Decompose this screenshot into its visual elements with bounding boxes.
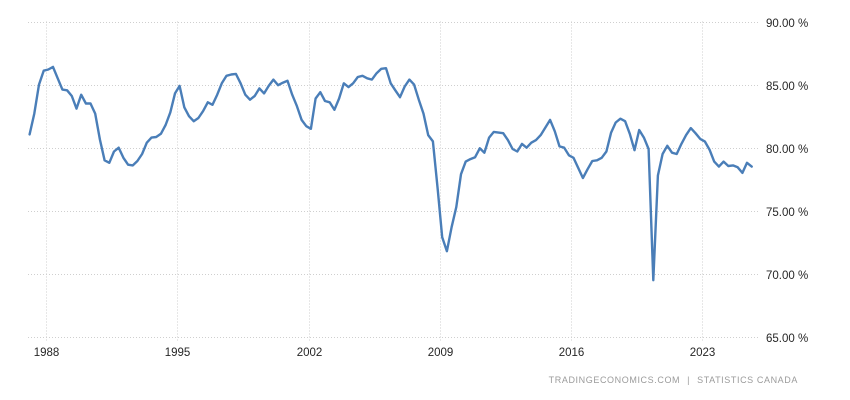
y-axis-tick-label: 75.00 % — [766, 207, 808, 219]
source-link-tradingeconomics[interactable]: TRADINGECONOMICS.COM — [548, 375, 681, 385]
x-axis-tick-label: 2016 — [559, 347, 585, 359]
y-axis-tick-label: 80.00 % — [766, 144, 808, 156]
y-axis-tick-label: 90.00 % — [766, 18, 808, 30]
y-axis-tick-label: 85.00 % — [766, 81, 808, 93]
y-axis-tick-label: 65.00 % — [766, 333, 808, 345]
data-series-line[interactable] — [28, 65, 753, 282]
x-axis-tick-label: 2023 — [690, 347, 716, 359]
x-axis-tick-label: 2009 — [428, 347, 454, 359]
chart-attribution: TRADINGECONOMICS.COM | STATISTICS CANADA — [549, 375, 798, 385]
x-axis-tick-label: 1988 — [34, 347, 60, 359]
source-separator: | — [687, 375, 691, 385]
x-axis-tick-label: 2002 — [297, 347, 323, 359]
y-axis-tick-label: 70.00 % — [766, 270, 808, 282]
source-link-statistics-canada[interactable]: STATISTICS CANADA — [697, 375, 798, 385]
x-axis-tick-label: 1995 — [165, 347, 191, 359]
